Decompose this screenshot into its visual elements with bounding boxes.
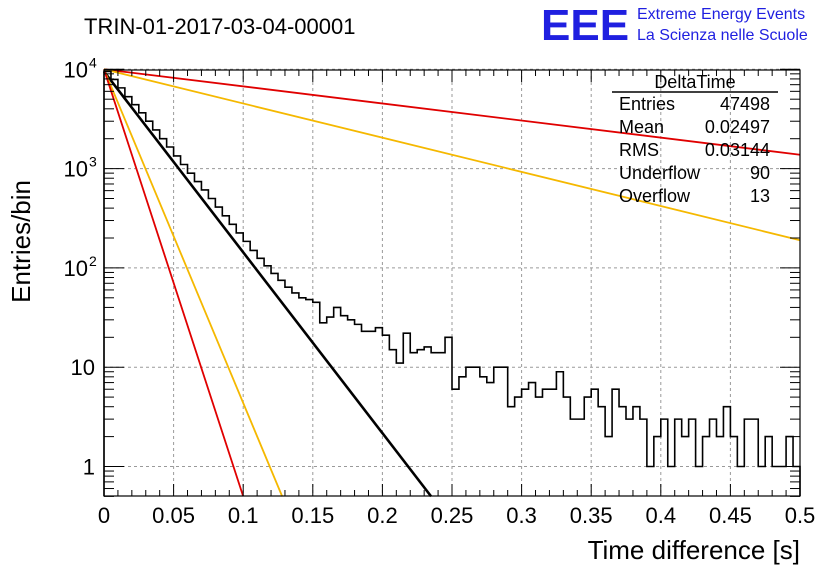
y-tick-exponent: 4 bbox=[89, 54, 97, 70]
stats-value: 47498 bbox=[720, 94, 770, 114]
stats-box: DeltaTime Entries 47498 Mean 0.02497 RMS 0.03… bbox=[612, 72, 778, 206]
fit-lines bbox=[102, 68, 801, 498]
axis-ticks bbox=[103, 68, 801, 497]
y-axis-label: Entries/bin bbox=[6, 180, 36, 303]
stats-label: Mean bbox=[619, 117, 664, 137]
stats-label: Entries bbox=[619, 94, 675, 114]
x-tick-label: 0.35 bbox=[570, 503, 613, 528]
x-tick-labels: 0 0.05 0.1 0.15 0.2 0.25 0.3 0.35 0.4 0.45 0.5 bbox=[98, 503, 815, 528]
stats-label: RMS bbox=[619, 140, 659, 160]
fit-line-2 bbox=[103, 68, 801, 242]
x-tick-label: 0.45 bbox=[709, 503, 752, 528]
fit-line-3 bbox=[102, 70, 433, 498]
y-tick-label: 1 bbox=[83, 455, 95, 480]
x-tick-label: 0.05 bbox=[152, 503, 195, 528]
x-tick-label: 0.5 bbox=[785, 503, 816, 528]
fit-line-5 bbox=[103, 69, 245, 497]
stats-value: 0.02497 bbox=[705, 117, 770, 137]
stats-label: Underflow bbox=[619, 163, 701, 183]
fit-line-1 bbox=[103, 68, 801, 156]
y-tick-label: 10 bbox=[64, 256, 88, 281]
y-tick-label: 10 bbox=[71, 355, 95, 380]
x-tick-label: 0.25 bbox=[431, 503, 474, 528]
histogram-outline bbox=[103, 70, 801, 496]
y-tick-exponent: 3 bbox=[89, 154, 97, 170]
x-tick-label: 0.15 bbox=[291, 503, 334, 528]
eee-logo: EEE bbox=[541, 1, 629, 50]
x-tick-label: 0.1 bbox=[228, 503, 259, 528]
x-axis-label: Time difference [s] bbox=[588, 535, 800, 565]
x-tick-label: 0 bbox=[98, 503, 110, 528]
y-tick-label: 10 bbox=[64, 157, 88, 182]
stats-label: Overflow bbox=[619, 186, 691, 206]
brand-line-1: Extreme Energy Events bbox=[637, 6, 805, 23]
stats-value: 0.03144 bbox=[705, 140, 770, 160]
stats-title: DeltaTime bbox=[654, 72, 735, 92]
x-tick-label: 0.3 bbox=[506, 503, 537, 528]
fit-line-4 bbox=[103, 68, 284, 497]
chart-title: TRIN-01-2017-03-04-00001 bbox=[84, 14, 356, 39]
y-tick-label: 10 bbox=[64, 57, 88, 82]
brand-line-2: La Scienza nelle Scuole bbox=[637, 27, 808, 44]
stats-value: 13 bbox=[750, 186, 770, 206]
stats-value: 90 bbox=[750, 163, 770, 183]
x-tick-label: 0.4 bbox=[646, 503, 677, 528]
y-tick-exponent: 2 bbox=[89, 253, 97, 269]
x-tick-label: 0.2 bbox=[367, 503, 398, 528]
